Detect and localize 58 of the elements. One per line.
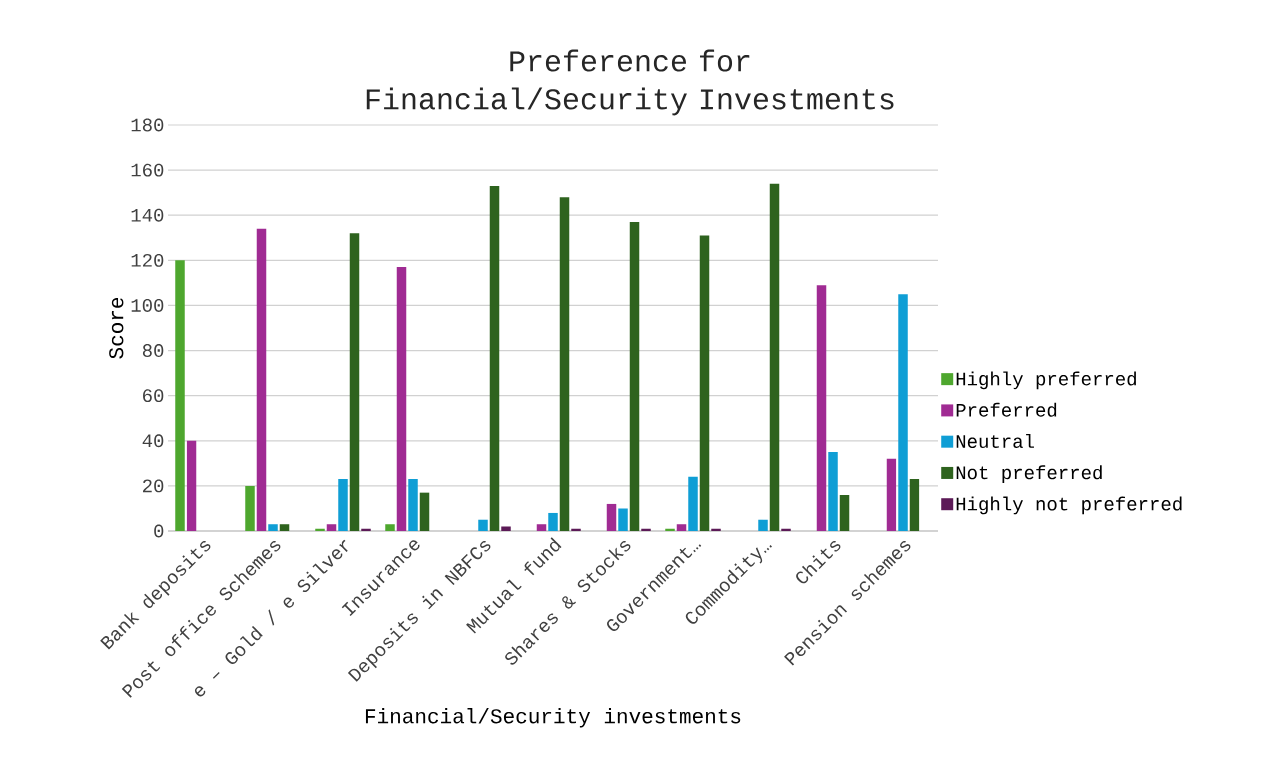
bar xyxy=(315,528,325,531)
y-tick-label: 0 xyxy=(154,524,164,538)
bar xyxy=(186,440,197,531)
bar xyxy=(618,508,628,531)
y-tick-label: 100 xyxy=(131,299,164,312)
y-tick-label: 180 xyxy=(131,118,164,132)
bar xyxy=(326,524,337,531)
bar xyxy=(361,528,371,531)
bar xyxy=(419,492,430,531)
y-tick-label: 40 xyxy=(142,434,164,448)
bar xyxy=(571,528,581,531)
bar xyxy=(536,524,547,531)
bar xyxy=(828,452,838,531)
bar xyxy=(279,524,290,531)
y-tick-label: 140 xyxy=(131,208,164,222)
bar xyxy=(175,260,185,531)
y-tick-label: 160 xyxy=(131,163,164,177)
y-tick-label: 80 xyxy=(142,344,164,357)
bar xyxy=(699,235,710,531)
bar xyxy=(245,485,255,531)
x-axis-title: Financial/Security investments xyxy=(365,707,741,728)
bar xyxy=(489,185,500,531)
bar xyxy=(548,512,558,531)
bar xyxy=(898,294,908,531)
bar xyxy=(501,526,511,531)
bar xyxy=(606,503,617,531)
bar xyxy=(781,528,791,531)
bar xyxy=(769,183,780,531)
bar xyxy=(665,528,675,531)
legend-label: Highly not preferred xyxy=(956,496,1182,515)
legend-label: Not preferred xyxy=(956,465,1102,484)
bar xyxy=(641,528,651,531)
bar xyxy=(688,476,698,531)
bar xyxy=(338,479,348,531)
bar xyxy=(676,524,687,531)
legend-label: Preferred xyxy=(956,402,1057,417)
y-tick-label: 20 xyxy=(143,479,164,493)
legend-label: Highly preferred xyxy=(956,371,1136,390)
chart-title: Preference for Financial/Security Investments xyxy=(366,49,894,116)
bar xyxy=(349,233,360,531)
bar xyxy=(478,519,488,531)
bar xyxy=(385,524,395,531)
y-tick-label: 60 xyxy=(143,389,164,403)
bar xyxy=(256,228,267,531)
legend-label: Neutral xyxy=(956,434,1034,448)
bar xyxy=(886,458,897,531)
bar xyxy=(408,479,418,531)
bar xyxy=(758,519,768,531)
bar xyxy=(559,197,570,531)
bar xyxy=(839,494,850,531)
bar xyxy=(268,524,278,531)
bar xyxy=(816,285,827,531)
bar xyxy=(629,221,640,531)
bar xyxy=(711,528,721,531)
y-axis-title: Score xyxy=(109,297,124,359)
bar xyxy=(909,479,920,531)
y-tick-label: 120 xyxy=(131,253,164,267)
bar xyxy=(396,267,407,531)
